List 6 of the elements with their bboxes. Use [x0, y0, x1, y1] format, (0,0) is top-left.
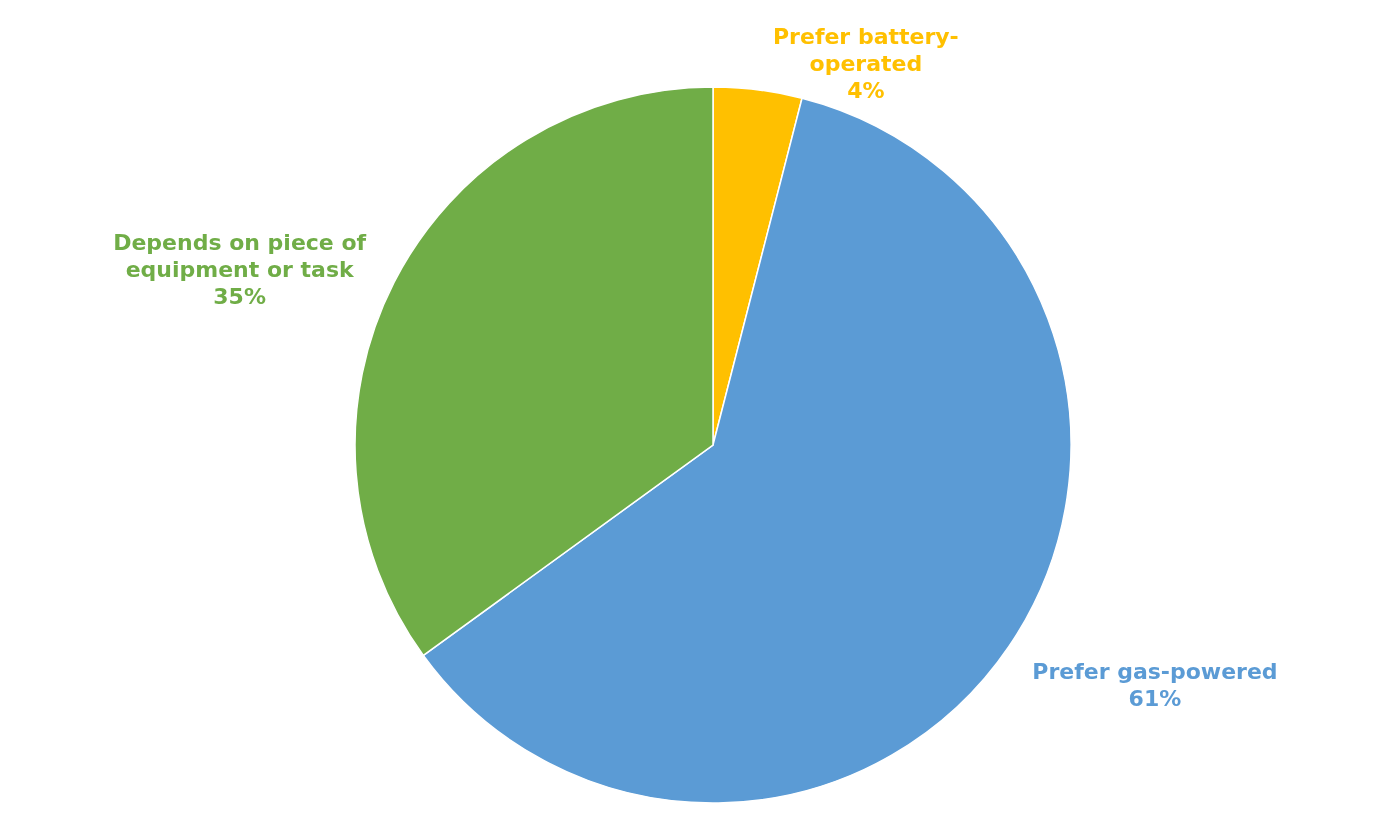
- data-label: 4%: [847, 78, 885, 104]
- slice-label: Depends on piece of equipment or task: [113, 229, 367, 282]
- slice-label: Prefer gas-powered: [1032, 658, 1278, 684]
- slice-label: Prefer battery-operated: [772, 24, 959, 77]
- data-label: 35%: [213, 283, 266, 309]
- data-label: 61%: [1128, 685, 1182, 711]
